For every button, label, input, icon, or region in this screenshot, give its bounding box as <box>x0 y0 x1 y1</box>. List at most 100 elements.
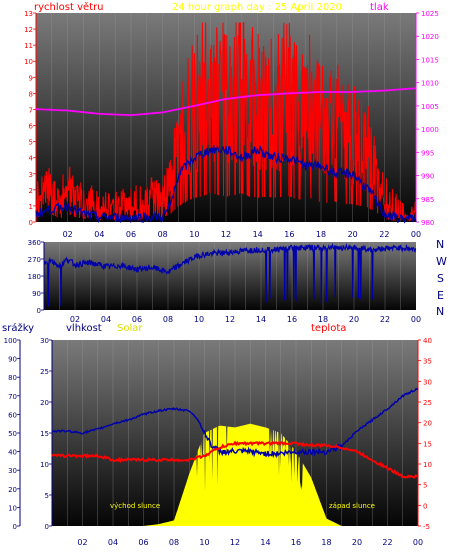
wind-x-tick-22-10: 22 <box>379 230 389 239</box>
direction-y-tick-90: 90 <box>32 290 41 298</box>
pressure-y-tick-1010: 1010 <box>421 80 439 88</box>
wind-y-tick-3: 3 <box>29 171 33 179</box>
pressure-y-tick-995: 995 <box>421 149 434 157</box>
rain-y-tick-30: 30 <box>8 467 17 475</box>
climate-x-tick-08-3: 08 <box>169 538 179 547</box>
wind-speed-label: rychlost větru <box>34 1 104 13</box>
wind-x-tick-20-9: 20 <box>348 230 358 239</box>
wind-y-tick-12: 12 <box>24 26 33 34</box>
direction-letter-e: E <box>437 289 444 302</box>
wind-y-tick-4: 4 <box>29 155 34 163</box>
rain-y-tick-80: 80 <box>8 374 17 382</box>
humidity-y-tick-5: 5 <box>45 492 49 500</box>
direction-y-tick-360: 360 <box>28 239 41 247</box>
direction-x-tick-12-5: 12 <box>225 315 235 324</box>
wind-y-tick-5: 5 <box>29 139 33 147</box>
solar-series <box>143 423 342 526</box>
wind-speed-series <box>35 22 417 222</box>
temperature-y-tick-5: 5 <box>423 482 427 490</box>
rain-y-tick-70: 70 <box>8 393 17 401</box>
rain-y-tick-0: 0 <box>13 523 17 531</box>
climate-x-tick-00-11: 00 <box>413 538 423 547</box>
direction-x-tick-08-3: 08 <box>163 315 173 324</box>
rain-y-tick-20: 20 <box>8 486 17 494</box>
humidity-y-tick-20: 20 <box>40 399 49 407</box>
sunset-annotation: západ slunce <box>329 502 375 510</box>
direction-letter-w: W <box>436 255 447 268</box>
direction-y-tick-270: 270 <box>28 256 41 264</box>
temperature-y-tick-25: 25 <box>423 399 432 407</box>
wind-x-tick-10-4: 10 <box>189 230 199 239</box>
direction-x-tick-18-8: 18 <box>318 315 328 324</box>
direction-letter-s: S <box>437 272 444 285</box>
humidity-y-tick-10: 10 <box>40 461 49 469</box>
solar-label: Solar <box>117 323 143 334</box>
wind-x-tick-16-7: 16 <box>284 230 294 239</box>
pressure-y-tick-990: 990 <box>421 173 434 181</box>
climate-x-tick-10-4: 10 <box>199 538 209 547</box>
pressure-y-tick-1015: 1015 <box>421 56 439 64</box>
temperature-y-tick--5: -5 <box>423 523 430 531</box>
chart-title: 24 hour graph day : 25 April 2020 <box>172 2 342 13</box>
wind-y-tick-6: 6 <box>29 123 34 131</box>
climate-x-tick-20-9: 20 <box>352 538 362 547</box>
climate-x-tick-18-8: 18 <box>321 538 331 547</box>
direction-x-tick-14-6: 14 <box>256 315 266 324</box>
wind-direction-series <box>43 242 417 307</box>
wind-y-tick-1: 1 <box>29 203 33 211</box>
pressure-y-tick-980: 980 <box>421 219 434 227</box>
wind-average-series <box>35 144 417 224</box>
rain-y-tick-10: 10 <box>8 504 17 512</box>
direction-x-tick-04-1: 04 <box>101 315 111 324</box>
climate-x-tick-06-2: 06 <box>138 538 148 547</box>
direction-y-tick-0: 0 <box>37 307 41 315</box>
climate-x-tick-12-5: 12 <box>230 538 240 547</box>
wind-x-tick-04-1: 04 <box>94 230 104 239</box>
direction-x-tick-16-7: 16 <box>287 315 297 324</box>
humidity-y-tick-15: 15 <box>40 430 49 438</box>
wind-y-tick-8: 8 <box>29 90 33 98</box>
rain-y-tick-90: 90 <box>8 356 17 364</box>
wind-x-tick-06-2: 06 <box>126 230 136 239</box>
wind-y-tick-2: 2 <box>29 187 33 195</box>
wind-y-tick-13: 13 <box>24 10 33 18</box>
sunrise-annotation: východ slunce <box>110 502 160 510</box>
temperature-series <box>51 440 419 479</box>
climate-x-tick-02-0: 02 <box>77 538 87 547</box>
temperature-y-tick-20: 20 <box>423 420 432 428</box>
direction-x-tick-02-0: 02 <box>70 315 80 324</box>
direction-x-tick-20-9: 20 <box>349 315 359 324</box>
pressure-y-tick-1005: 1005 <box>421 103 439 111</box>
climate-x-tick-16-7: 16 <box>291 538 301 547</box>
direction-x-tick-06-2: 06 <box>132 315 142 324</box>
rain-y-tick-60: 60 <box>8 411 17 419</box>
humidity-label: vlhkost <box>66 323 102 334</box>
wind-y-tick-11: 11 <box>24 42 33 50</box>
wind-x-tick-12-5: 12 <box>221 230 231 239</box>
wind-x-tick-00-11: 00 <box>411 230 421 239</box>
wind-x-tick-02-0: 02 <box>63 230 73 239</box>
pressure-y-tick-1025: 1025 <box>421 10 439 18</box>
humidity-y-tick-30: 30 <box>40 337 49 345</box>
humidity-y-tick-0: 0 <box>45 523 49 531</box>
pressure-label: tlak <box>370 2 389 13</box>
direction-y-tick-180: 180 <box>28 273 41 281</box>
pressure-y-tick-985: 985 <box>421 196 434 204</box>
temperature-y-tick-35: 35 <box>423 358 432 366</box>
direction-letter-n1: N <box>436 238 444 251</box>
direction-x-tick-00-11: 00 <box>411 315 421 324</box>
climate-x-tick-04-1: 04 <box>108 538 118 547</box>
direction-x-tick-10-4: 10 <box>194 315 204 324</box>
rain-y-tick-40: 40 <box>8 449 17 457</box>
direction-letter-n2: N <box>436 305 444 318</box>
pressure-series <box>35 87 417 117</box>
climate-x-tick-14-6: 14 <box>260 538 270 547</box>
temperature-y-tick-40: 40 <box>423 337 432 345</box>
temperature-y-tick-30: 30 <box>423 378 432 386</box>
humidity-series <box>51 387 419 459</box>
pressure-y-tick-1000: 1000 <box>421 126 439 134</box>
wind-x-tick-18-8: 18 <box>316 230 326 239</box>
climate-x-tick-22-10: 22 <box>382 538 392 547</box>
